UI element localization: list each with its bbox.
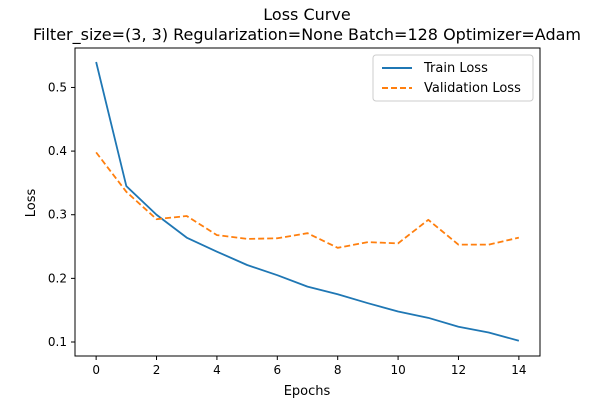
legend-box — [372, 54, 534, 102]
x-axis-label: Epochs — [284, 384, 331, 399]
legend-label-validation: Validation Loss — [424, 81, 521, 96]
train-loss-line — [95, 61, 520, 342]
chart-title: Loss Curve — [263, 5, 350, 24]
legend-label-train: Train Loss — [423, 61, 488, 76]
y-tick-label: 0.5 — [48, 80, 67, 94]
x-tick-label: 2 — [153, 363, 161, 377]
y-tick-label: 0.3 — [48, 208, 67, 222]
y-axis-label: Loss — [24, 189, 39, 218]
x-tick-label: 12 — [451, 363, 466, 377]
y-tick-label: 0.4 — [48, 144, 67, 158]
validation-loss-line — [95, 151, 520, 249]
chart-subtitle: Filter_size=(3, 3) Regularization=None B… — [33, 25, 581, 45]
x-tick-label: 4 — [213, 363, 221, 377]
x-tick-label: 0 — [92, 363, 100, 377]
y-tick-label: 0.1 — [48, 335, 67, 349]
series-layer — [95, 61, 520, 342]
x-tick-label: 6 — [273, 363, 281, 377]
x-tick-label: 8 — [334, 363, 342, 377]
legend: Train Loss Validation Loss — [372, 54, 534, 102]
x-tick-label: 10 — [390, 363, 405, 377]
plot-area-frame — [74, 47, 541, 357]
y-tick-label: 0.2 — [48, 271, 67, 285]
x-tick-label: 14 — [511, 363, 526, 377]
axis-ticks: 0 2 4 6 8 10 12 14 0.1 0.2 0.3 0.4 0.5 — [48, 80, 527, 377]
